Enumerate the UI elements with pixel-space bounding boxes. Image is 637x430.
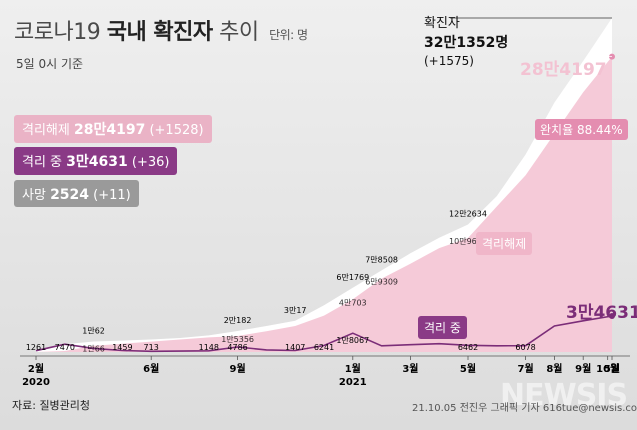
point-label-isolated: 1만8067 bbox=[336, 336, 369, 345]
point-label-isolated: 6462 bbox=[458, 343, 478, 352]
isolated-line-tag: 격리 중 bbox=[418, 316, 467, 339]
legend-recovered-label: 격리해제 bbox=[22, 123, 70, 138]
recovery-rate-badge: 완치율 88.44% bbox=[535, 119, 628, 140]
x-tick-label: 6월 bbox=[143, 363, 159, 375]
point-label-total: 12만2634 bbox=[449, 210, 487, 219]
unit-label: 단위: 명 bbox=[269, 28, 308, 42]
point-label-recovered: 10만9695 bbox=[449, 237, 487, 246]
point-label-recovered: 6만9309 bbox=[365, 278, 398, 287]
x-tick-label: 10월 bbox=[596, 363, 619, 375]
point-label-isolated: 4786 bbox=[227, 343, 247, 352]
legend-isolated: 격리 중 3만4631 (+36) bbox=[14, 147, 178, 175]
title-tail: 추이 bbox=[219, 20, 259, 45]
point-label-recovered: 1만66 bbox=[82, 345, 105, 354]
legend-isolated-label: 격리 중 bbox=[22, 155, 63, 170]
legend-deaths: 사망 2524 (+11) bbox=[14, 180, 139, 207]
point-label-isolated: 7470 bbox=[55, 343, 75, 352]
total-label: 확진자 bbox=[424, 16, 460, 31]
legend-recovered: 격리해제 28만4197 (+1528) bbox=[14, 115, 212, 143]
x-tick-label: 5월 bbox=[460, 363, 476, 375]
series-isolated-line bbox=[35, 315, 613, 353]
basis-date: 5일 0시 기준 bbox=[16, 57, 84, 71]
title-normal: 코로나19 bbox=[14, 20, 101, 45]
rate-value: 88.44% bbox=[576, 123, 623, 137]
point-label-total: 7만8508 bbox=[365, 255, 398, 264]
x-tick-label: 1월 bbox=[345, 363, 361, 375]
point-label-recovered: 1만5356 bbox=[221, 335, 254, 344]
isolated-end-point bbox=[609, 313, 615, 320]
total-delta: (+1575) bbox=[424, 54, 474, 68]
x-tick-label: 7월 bbox=[518, 363, 534, 375]
legend-deaths-value: 2524 bbox=[50, 187, 90, 203]
total-value: 32만1352명 bbox=[424, 35, 509, 51]
year-label: 2020 bbox=[22, 377, 50, 388]
x-tick-label: 9월 bbox=[230, 363, 246, 375]
title-bold: 국내 확진자 bbox=[106, 20, 213, 45]
point-label-isolated: 1407 bbox=[285, 343, 305, 352]
legend-deaths-label: 사망 bbox=[22, 188, 46, 203]
point-label-isolated: 1261 bbox=[26, 343, 46, 352]
isolated-big-value: 3만4631 bbox=[566, 303, 637, 323]
x-tick-label: 8월 bbox=[546, 363, 562, 375]
x-tick-label: 3월 bbox=[402, 363, 418, 375]
credit-line: 21.10.05 전진우 그래픽 기자 616tue@newsis.com bbox=[412, 403, 637, 414]
legend-recovered-delta: (+1528) bbox=[149, 123, 204, 138]
legend-recovered-value: 28만4197 bbox=[73, 122, 146, 138]
recovered-area-tag: 격리해제 bbox=[476, 232, 533, 255]
year-label: 2021 bbox=[339, 377, 367, 388]
legend-deaths-delta: (+11) bbox=[93, 188, 131, 203]
source-note: 자료: 질병관리청 bbox=[12, 399, 91, 412]
rate-label: 완치율 bbox=[540, 123, 574, 137]
legend-isolated-value: 3만4631 bbox=[66, 154, 128, 170]
chart-title: 코로나19 국내 확진자 추이 단위: 명 bbox=[14, 14, 308, 46]
legend-isolated-delta: (+36) bbox=[131, 155, 170, 170]
x-tick-label: 2월 bbox=[28, 363, 44, 375]
series-recovered-area bbox=[36, 56, 612, 352]
point-label-isolated: 6078 bbox=[515, 343, 535, 352]
point-label-isolated: 6241 bbox=[314, 343, 334, 352]
point-label-total: 2만182 bbox=[224, 316, 252, 325]
x-tick-label: 9월 bbox=[575, 363, 591, 375]
recovered-big-value: 28만4197 bbox=[520, 60, 607, 80]
x-tick-label: 5일 bbox=[604, 362, 620, 375]
point-label-isolated: 1459 bbox=[112, 343, 132, 352]
point-label-isolated: 713 bbox=[144, 343, 159, 352]
point-label-recovered: 4만703 bbox=[339, 298, 367, 307]
point-label-total: 1만62 bbox=[82, 327, 105, 336]
point-label-total: 3만17 bbox=[284, 306, 307, 315]
point-label-isolated: 1148 bbox=[199, 343, 219, 352]
point-label-total: 6만1769 bbox=[336, 273, 369, 282]
watermark: NEWSIS bbox=[500, 378, 628, 413]
